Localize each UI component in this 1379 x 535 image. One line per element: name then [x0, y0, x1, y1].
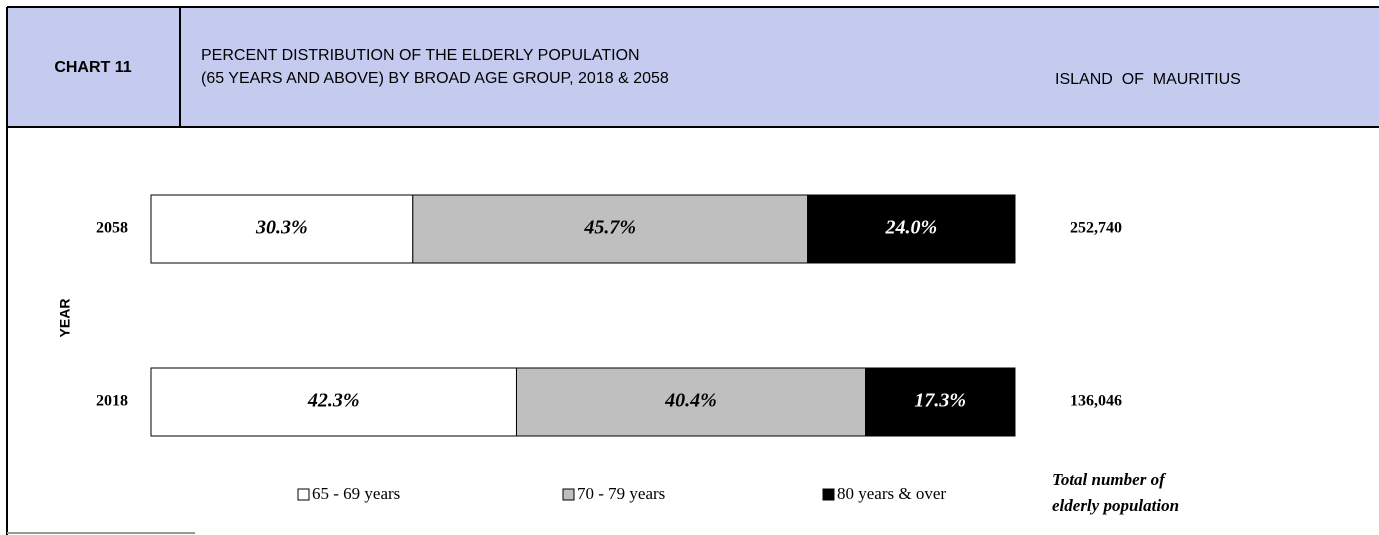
legend-label: 65 - 69 years: [312, 484, 400, 503]
value-label: 30.3%: [255, 217, 308, 239]
bar-segment: [412, 194, 809, 264]
category-label: 2018: [96, 393, 128, 410]
bar-segment: [865, 367, 1016, 437]
total-label: 136,046: [1070, 393, 1122, 410]
legend-label: 80 years & over: [837, 484, 946, 503]
legend-swatch: [297, 488, 310, 501]
value-label: 42.3%: [307, 390, 360, 412]
legend-swatch: [562, 488, 575, 501]
value-label: 45.7%: [583, 217, 636, 239]
region: ISLAND OF MAURITIUS: [1055, 71, 1241, 88]
legend-label: 70 - 79 years: [577, 484, 665, 503]
bar-segment: [150, 367, 517, 437]
legend-swatch: [822, 488, 835, 501]
value-label: 17.3%: [914, 390, 966, 412]
title-line: PERCENT DISTRIBUTION OF THE ELDERLY POPU…: [201, 47, 640, 64]
bar-segment: [515, 367, 867, 437]
title-line: (65 YEARS AND ABOVE) BY BROAD AGE GROUP,…: [201, 70, 669, 87]
total-label: 252,740: [1070, 220, 1122, 237]
chart-label: CHART 11: [54, 59, 131, 76]
value-label: 40.4%: [664, 390, 717, 412]
totals-title: elderly population: [1052, 496, 1179, 515]
category-label: 2058: [96, 220, 128, 237]
totals-title: Total number of: [1052, 470, 1167, 489]
value-label: 24.0%: [884, 217, 937, 239]
header-band: [7, 7, 1379, 127]
bar-segment: [150, 194, 414, 264]
y-axis-label: YEAR: [57, 299, 73, 338]
bar-segment: [807, 194, 1016, 264]
